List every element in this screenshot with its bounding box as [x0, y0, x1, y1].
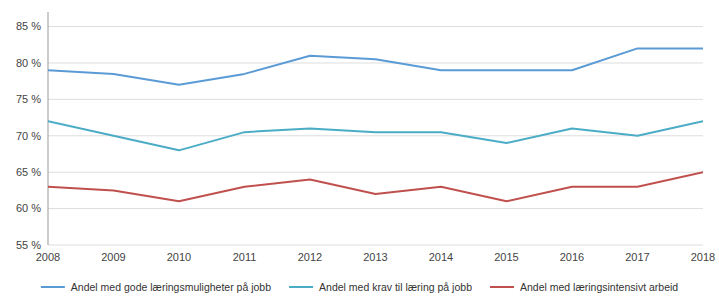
x-tick-label: 2017 — [625, 251, 649, 263]
x-tick-label: 2009 — [101, 251, 125, 263]
chart: Andel med gode læringsmuligheter på jobb… — [0, 0, 719, 297]
x-tick-label: 2013 — [363, 251, 387, 263]
x-tick-label: 2010 — [167, 251, 191, 263]
legend-item: Andel med krav til læring på jobb — [289, 281, 472, 293]
grid-line — [48, 172, 703, 173]
grid — [48, 27, 703, 245]
x-axis: 2008 2009 2010 2011 2012 2013 2014 2015 2016 2017… — [36, 251, 715, 263]
x-tick-label: 2011 — [233, 251, 257, 263]
y-tick-label: 60 % — [16, 202, 41, 214]
grid-line — [48, 99, 703, 100]
x-tick-label: 2016 — [560, 251, 584, 263]
legend-label: Andel med læringsintensivt arbeid — [520, 281, 678, 293]
x-tick-label: 2012 — [298, 251, 322, 263]
y-tick-label: 80 % — [16, 57, 41, 69]
legend-swatch — [289, 286, 313, 288]
legend-swatch — [41, 286, 65, 288]
y-tick-label: 85 % — [16, 20, 41, 32]
plot-area — [48, 48, 703, 201]
y-tick-label: 55 % — [16, 239, 41, 251]
x-tick-label: 2018 — [691, 251, 715, 263]
y-axis: 55 % 60 % 65 % 70 % 75 % 80 % 85 % — [16, 12, 48, 251]
series-line — [48, 121, 703, 150]
grid-line — [48, 62, 703, 63]
y-tick-label: 75 % — [16, 93, 41, 105]
legend-item: Andel med gode læringsmuligheter på jobb — [41, 281, 271, 293]
legend-label: Andel med krav til læring på jobb — [319, 281, 472, 293]
y-tick-label: 70 % — [16, 130, 41, 142]
grid-line — [48, 26, 703, 27]
grid-line — [48, 208, 703, 209]
legend: Andel med gode læringsmuligheter på jobb… — [41, 281, 678, 293]
x-tick-label: 2008 — [36, 251, 60, 263]
series-line — [48, 48, 703, 84]
series-line — [48, 172, 703, 201]
x-tick-label: 2015 — [494, 251, 518, 263]
y-tick-label: 65 % — [16, 166, 41, 178]
legend-label: Andel med gode læringsmuligheter på jobb — [71, 281, 271, 293]
y-axis-line — [48, 12, 49, 245]
chart-container: Andel med gode læringsmuligheter på jobb… — [0, 0, 719, 297]
legend-swatch — [490, 286, 514, 288]
legend-item: Andel med læringsintensivt arbeid — [490, 281, 678, 293]
grid-line — [48, 135, 703, 136]
x-tick-label: 2014 — [429, 251, 453, 263]
grid-line — [48, 245, 703, 246]
